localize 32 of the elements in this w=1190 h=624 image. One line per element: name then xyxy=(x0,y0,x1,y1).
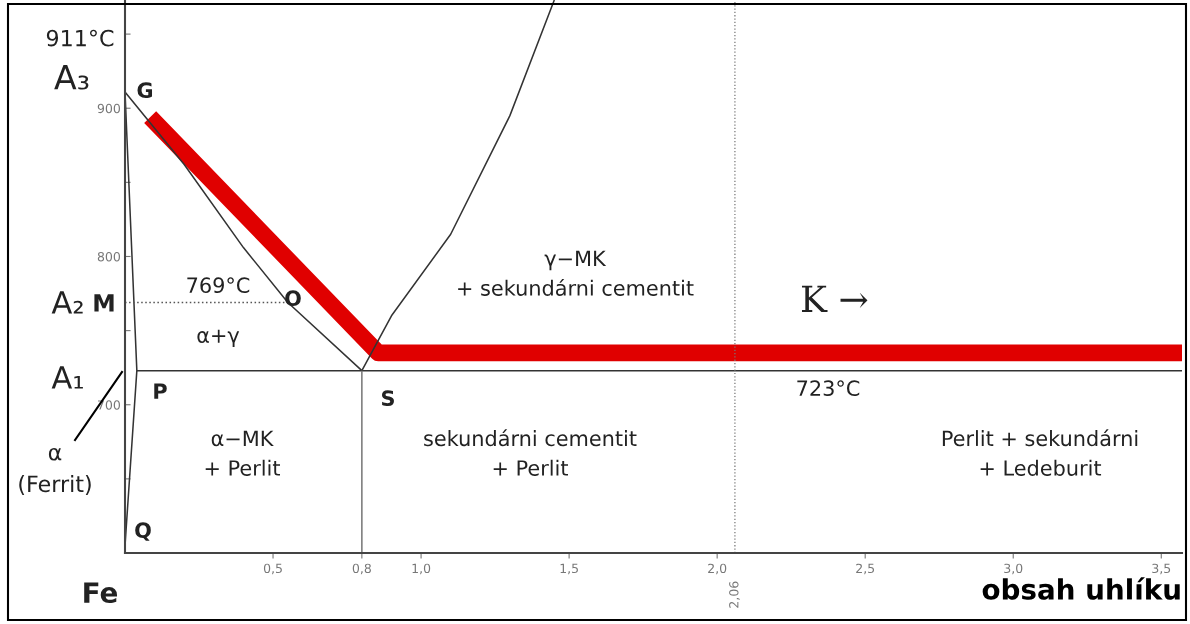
annotation: G xyxy=(137,82,153,99)
text: M xyxy=(94,294,114,312)
annotation: sekundárni cementit + Perlit xyxy=(424,429,637,476)
text: Fe xyxy=(84,582,118,604)
annotation: O xyxy=(285,290,301,307)
x-tick-label: 2,5 xyxy=(856,563,875,575)
text: A₃ xyxy=(54,64,89,90)
ref-line-label: 2,06 xyxy=(729,581,740,608)
x-tick-label: 1,5 xyxy=(560,563,578,575)
annotation: Perlit + sekundárni + Ledeburit xyxy=(942,429,1138,476)
text: 911°C xyxy=(46,29,114,47)
annotation: γ−MK + sekundárni cementit xyxy=(458,250,694,296)
annotation: 723°C xyxy=(797,380,860,397)
annotation: 769°C xyxy=(187,277,250,294)
x-tick-label: 3,5 xyxy=(1152,563,1171,575)
annotation: P xyxy=(154,383,167,399)
annotation: α−MK + Perlit xyxy=(205,430,281,476)
x-tick-label: 2,0 xyxy=(708,563,727,575)
annotation: Q xyxy=(135,522,151,541)
text: A₂ xyxy=(51,291,83,314)
text: A₁ xyxy=(51,366,83,389)
annotation: K → xyxy=(801,285,868,312)
y-tick-label: 800 xyxy=(97,251,120,262)
y-tick-label: 900 xyxy=(97,103,120,114)
x-tick-label: 1,0 xyxy=(412,563,431,575)
annotation: α+γ xyxy=(197,329,240,348)
annotation: S xyxy=(381,390,394,407)
x-axis-title: obsah uhlíku xyxy=(982,577,1180,600)
text: α (Ferrit) xyxy=(19,447,91,495)
x-tick-label: 0,5 xyxy=(263,563,282,575)
x-tick-label: 0,8 xyxy=(352,563,371,575)
x-tick-label: 3,0 xyxy=(1004,563,1023,575)
